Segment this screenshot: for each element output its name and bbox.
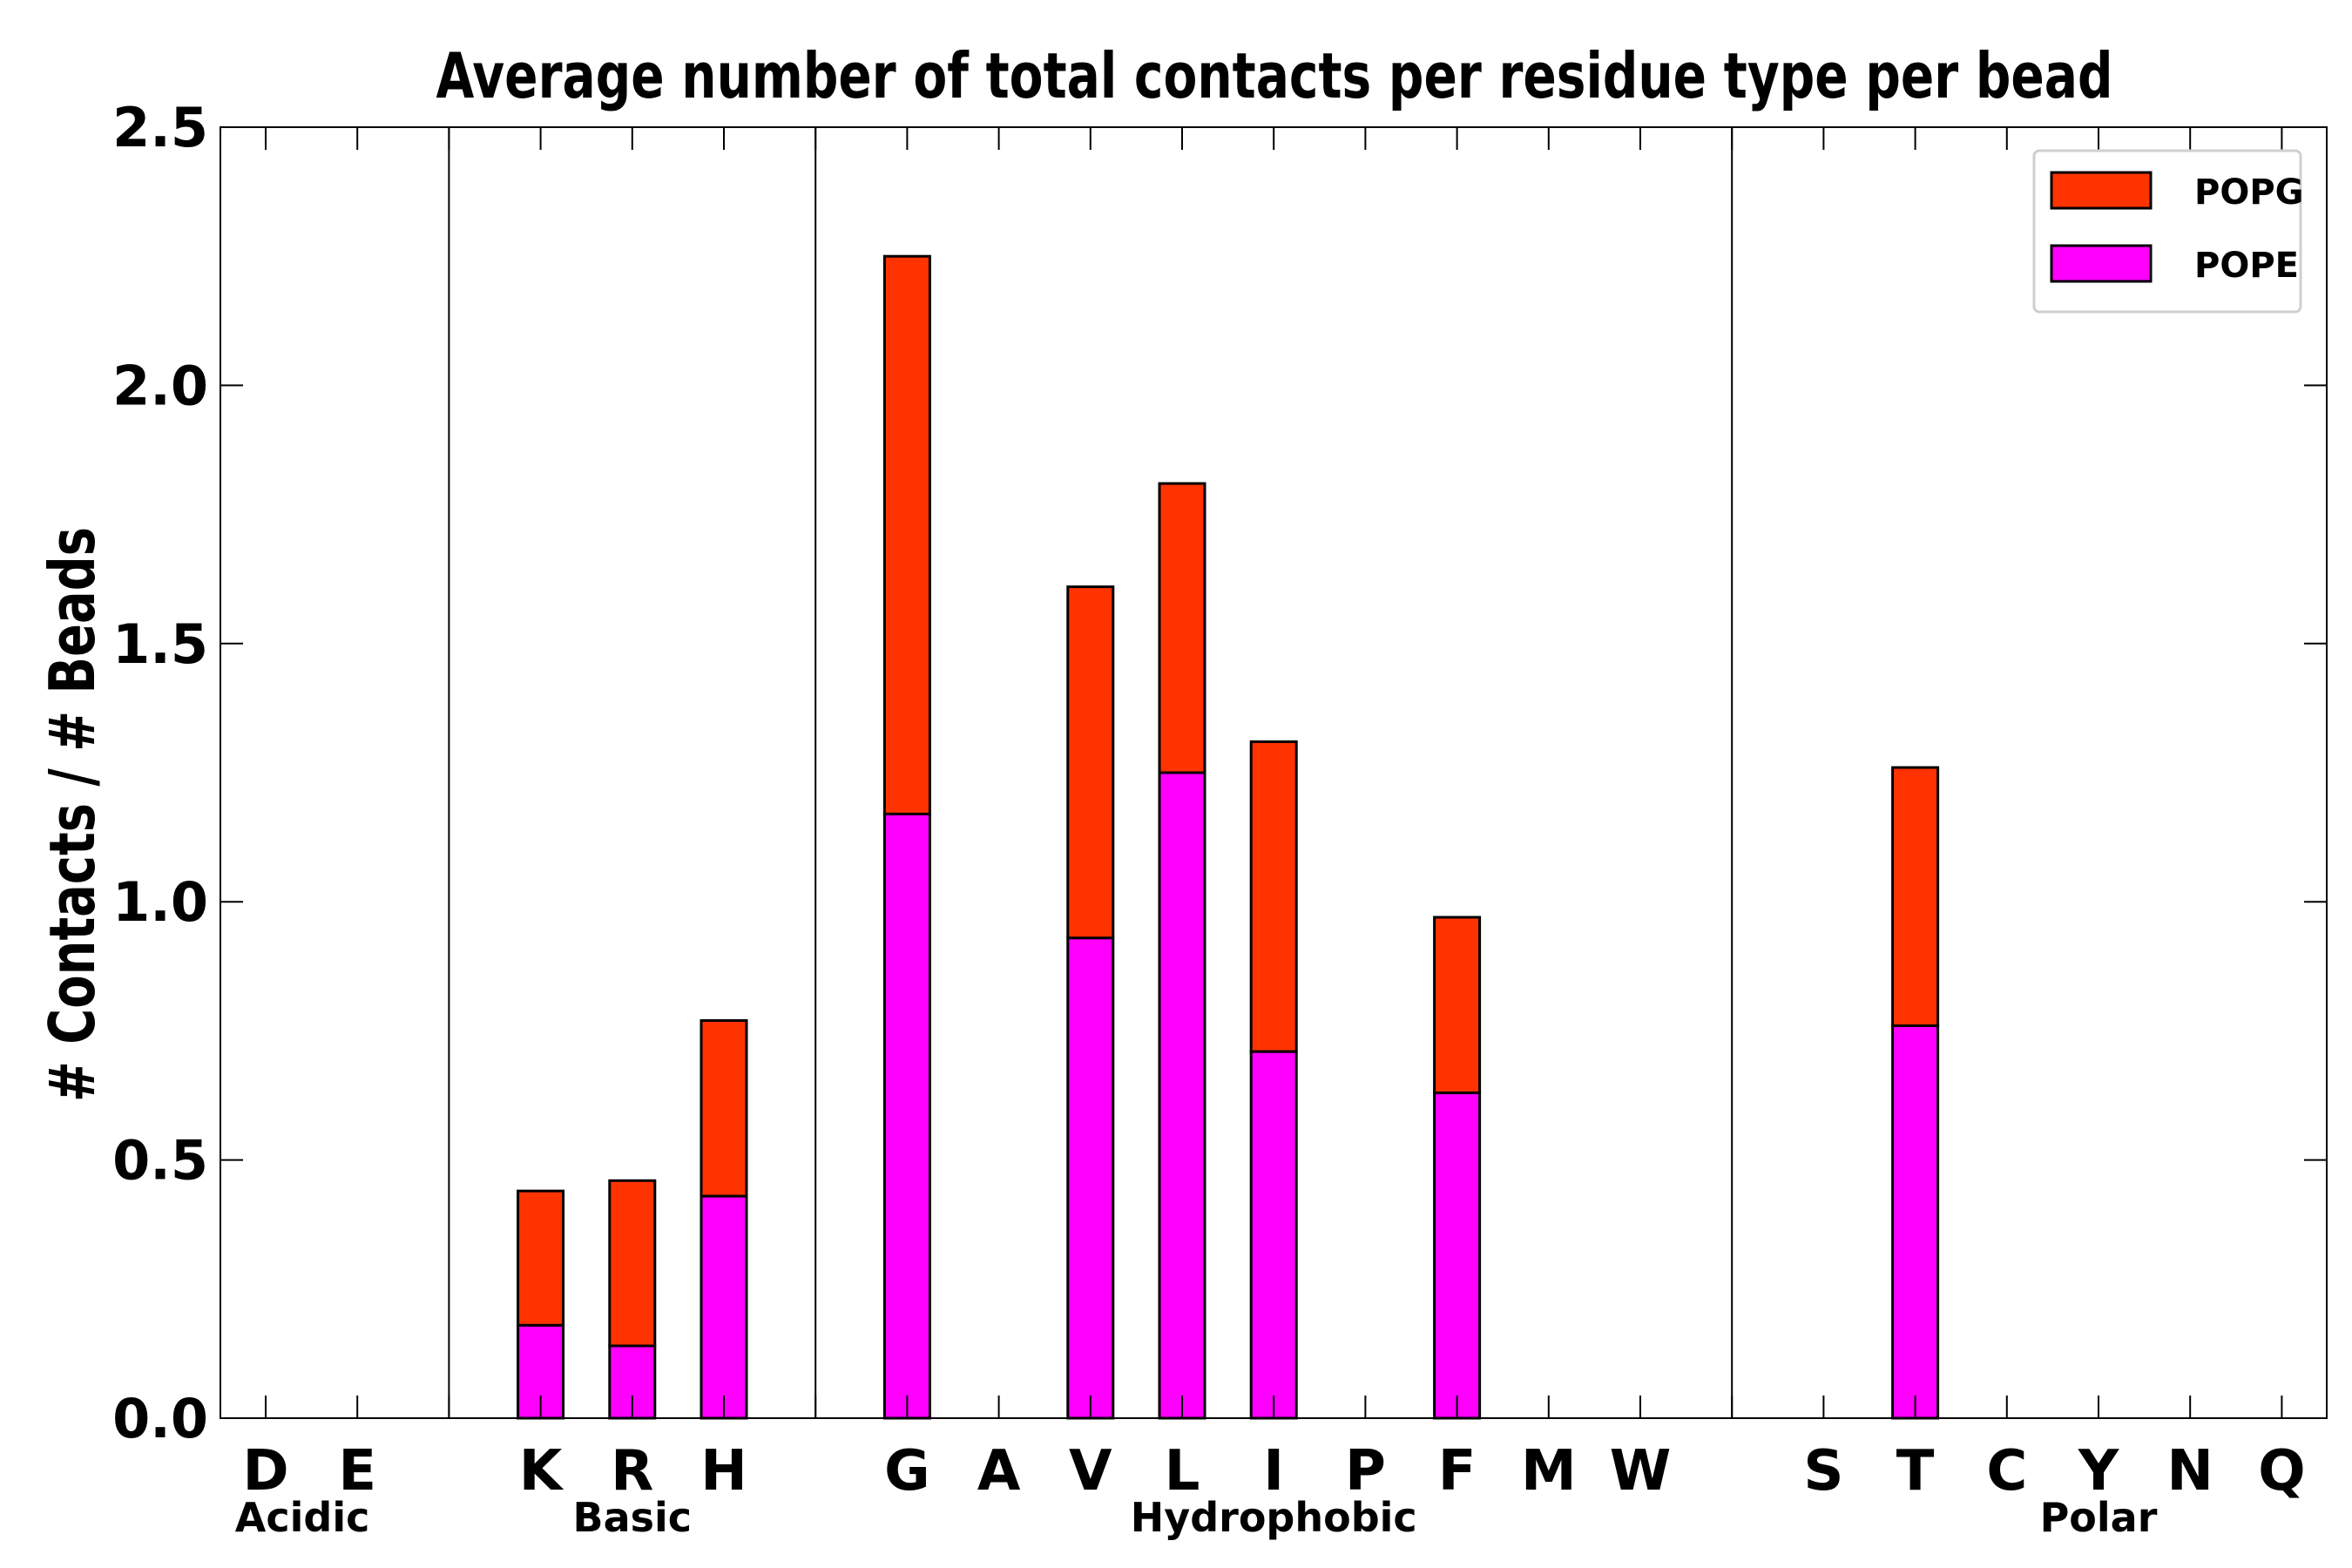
- bar-pope-h-5: [700, 1194, 748, 1420]
- group-label: Hydrophobic: [1131, 1494, 1417, 1541]
- bar-pope-t-18: [1891, 1024, 1940, 1420]
- x-tick-label: L: [1165, 1439, 1200, 1504]
- x-tick-label: R: [611, 1439, 653, 1504]
- x-tick-label: D: [242, 1439, 288, 1504]
- bar-pope-f-13: [1433, 1092, 1482, 1420]
- bar-popg-r-4: [608, 1179, 657, 1348]
- legend: POPG POPE: [2032, 149, 2303, 314]
- bars: [242, 254, 2306, 1420]
- y-tick-label: 2.5: [112, 96, 208, 159]
- bar-pope-g-7: [882, 812, 931, 1420]
- group-label: Acidic: [235, 1494, 370, 1541]
- x-tick-label: G: [884, 1439, 930, 1504]
- y-tick-label: 1.5: [112, 612, 208, 676]
- bar-popg-h-5: [700, 1019, 748, 1198]
- x-tick-label: S: [1803, 1439, 1843, 1504]
- x-tick-label: F: [1438, 1439, 1477, 1504]
- bar-popg-i-11: [1249, 740, 1298, 1053]
- y-tick-label: 2.0: [112, 354, 208, 417]
- x-tick-label: A: [977, 1439, 1021, 1504]
- group-label: Polar: [2040, 1494, 2158, 1541]
- bar-popg-t-18: [1891, 766, 1940, 1027]
- bar-pope-i-11: [1249, 1050, 1298, 1420]
- bar-pope-l-10: [1158, 771, 1206, 1420]
- x-tick-label: I: [1263, 1439, 1284, 1504]
- x-tick-label: N: [2166, 1439, 2213, 1504]
- bar-popg-v-9: [1066, 585, 1115, 940]
- y-tick-label: 1.0: [112, 870, 208, 934]
- x-tick-label: W: [1610, 1439, 1672, 1504]
- x-tick-label: H: [700, 1439, 747, 1504]
- plot-frame: [220, 126, 2328, 1419]
- x-tick-label: P: [1345, 1439, 1386, 1504]
- x-tick-label: Q: [2258, 1439, 2305, 1504]
- x-tick-label: E: [338, 1439, 376, 1504]
- group-separators: [448, 127, 1734, 1418]
- x-tick-label: M: [1521, 1439, 1577, 1504]
- bar-popg-l-10: [1158, 482, 1206, 774]
- x-tick-label: V: [1069, 1439, 1112, 1504]
- x-tick-label: T: [1896, 1439, 1935, 1504]
- legend-label-popg: POPG: [2194, 172, 2303, 213]
- y-tick-label: 0.0: [112, 1387, 208, 1450]
- bar-pope-v-9: [1066, 936, 1115, 1420]
- bar-popg-k-3: [517, 1189, 565, 1327]
- x-tick-label: Y: [2078, 1439, 2119, 1504]
- y-axis-label: # Contacts / # Beads: [36, 527, 109, 1102]
- x-tick-label: C: [1986, 1439, 2027, 1504]
- group-label: Basic: [573, 1494, 693, 1541]
- axis-labels: 0.0 0.5 1.0 1.5 2.0 2.5 D E K R H G A V L I P F M W S T C Y N Q Ac…: [112, 96, 2305, 1541]
- bar-popg-f-13: [1433, 916, 1482, 1095]
- legend-label-pope: POPE: [2194, 246, 2299, 286]
- legend-swatch-pope: [2050, 244, 2153, 283]
- y-tick-label: 0.5: [112, 1129, 208, 1193]
- x-tick-label: K: [519, 1439, 564, 1504]
- bar-popg-g-7: [882, 254, 931, 815]
- chart-title: Average number of total contacts per res…: [436, 39, 2113, 112]
- legend-swatch-popg: [2050, 171, 2153, 210]
